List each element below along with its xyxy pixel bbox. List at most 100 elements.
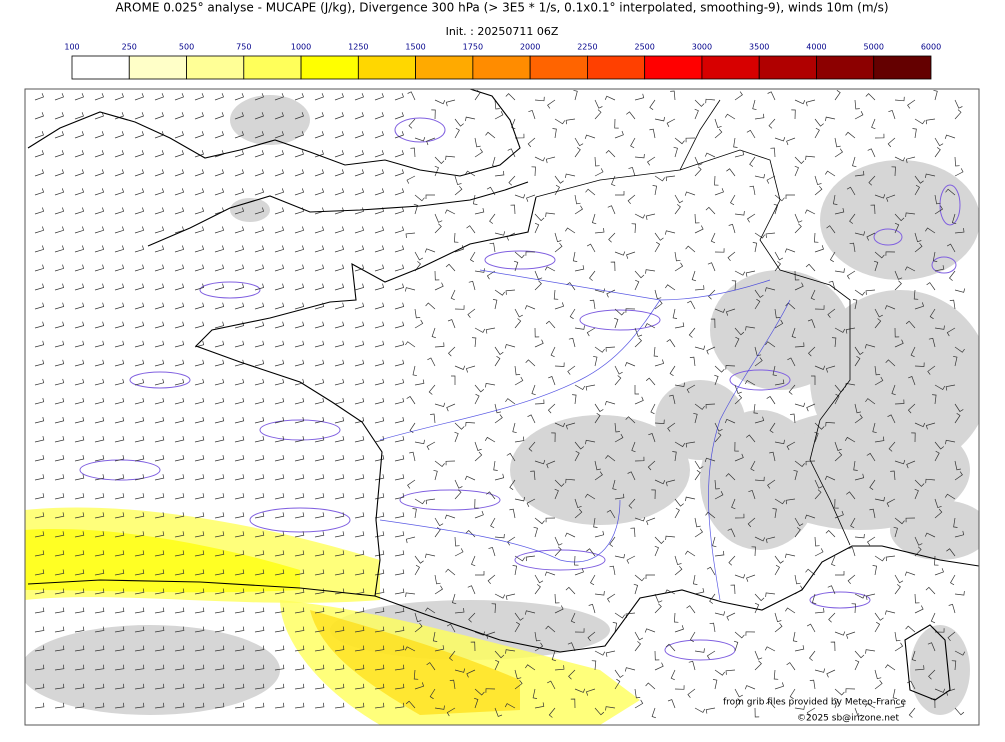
wind-barb bbox=[314, 664, 325, 671]
wind-barb bbox=[525, 664, 536, 671]
wind-barb bbox=[550, 346, 556, 358]
wind-barb bbox=[434, 156, 445, 164]
wind-barb bbox=[194, 264, 205, 272]
wind-barb bbox=[334, 436, 345, 443]
wind-barb bbox=[685, 550, 696, 557]
wind-barb bbox=[294, 340, 305, 348]
wind-barb bbox=[334, 264, 345, 272]
wind-barb bbox=[534, 213, 545, 222]
wind-barb bbox=[754, 174, 766, 179]
wind-barb bbox=[674, 612, 679, 623]
wind-barb bbox=[572, 251, 578, 262]
wind-barb bbox=[134, 474, 145, 481]
wind-barb bbox=[74, 436, 85, 443]
wind-barb bbox=[594, 228, 605, 234]
wind-barb bbox=[494, 99, 500, 110]
wind-barb bbox=[585, 384, 596, 391]
wind-barb bbox=[274, 302, 285, 310]
wind-barb bbox=[685, 496, 696, 502]
wind-barb bbox=[551, 432, 556, 443]
wind-barb bbox=[294, 474, 305, 481]
wind-barb bbox=[874, 251, 885, 259]
wind-barb bbox=[374, 397, 385, 405]
wind-barb bbox=[334, 683, 345, 690]
wind-barb bbox=[374, 359, 385, 367]
wind-barb bbox=[34, 416, 45, 424]
wind-barb bbox=[54, 340, 65, 348]
wind-barb bbox=[594, 346, 605, 353]
wind-barb bbox=[534, 631, 541, 642]
wind-barb bbox=[513, 260, 519, 272]
wind-barb bbox=[470, 641, 476, 652]
wind-barb bbox=[54, 93, 64, 101]
wind-barb bbox=[430, 413, 436, 424]
wind-barb bbox=[407, 91, 416, 101]
colorbar-label: 1250 bbox=[348, 43, 368, 52]
wind-barb bbox=[845, 327, 856, 334]
wind-barb bbox=[934, 498, 942, 509]
wind-barb bbox=[114, 245, 125, 253]
wind-barb bbox=[706, 650, 716, 660]
wind-barb bbox=[154, 188, 165, 196]
wind-barb bbox=[394, 474, 405, 481]
wind-barb bbox=[934, 384, 946, 390]
wind-barb bbox=[94, 569, 105, 576]
wind-barb bbox=[714, 308, 726, 313]
wind-barb bbox=[584, 134, 596, 140]
wind-barb bbox=[394, 588, 405, 595]
wind-barb bbox=[274, 207, 285, 215]
wind-barb bbox=[314, 169, 324, 177]
wind-barb bbox=[874, 376, 884, 386]
wind-barb bbox=[354, 283, 365, 291]
wind-barb bbox=[814, 365, 826, 370]
wind-barb bbox=[414, 136, 426, 142]
wind-barb bbox=[726, 168, 736, 177]
wind-barb bbox=[494, 414, 503, 424]
wind-barb bbox=[334, 531, 345, 538]
wind-barb bbox=[805, 263, 816, 272]
wind-barb bbox=[794, 342, 805, 348]
wind-barb bbox=[665, 479, 676, 487]
wind-barb bbox=[414, 439, 425, 445]
wind-barb bbox=[489, 242, 496, 253]
wind-barb bbox=[806, 623, 816, 633]
wind-barb bbox=[934, 688, 946, 693]
wind-barb bbox=[74, 588, 85, 595]
wind-barb bbox=[934, 441, 945, 450]
wind-barb bbox=[274, 340, 285, 348]
wind-barb bbox=[114, 359, 125, 367]
wind-barb bbox=[427, 357, 436, 367]
wind-barb bbox=[334, 550, 345, 557]
wind-barb bbox=[708, 289, 716, 300]
wind-barb bbox=[214, 264, 225, 272]
wind-barb bbox=[908, 376, 916, 386]
wind-barb bbox=[734, 270, 746, 276]
wind-barb bbox=[805, 99, 816, 107]
wind-barb bbox=[134, 112, 144, 120]
wind-barb bbox=[628, 166, 636, 177]
wind-barb bbox=[354, 169, 364, 177]
wind-barb bbox=[834, 393, 840, 405]
wind-barb bbox=[954, 471, 963, 481]
wind-barb bbox=[594, 99, 603, 109]
wind-barb bbox=[954, 168, 964, 177]
wind-barb bbox=[354, 569, 365, 576]
colorbar-bin bbox=[816, 55, 875, 80]
source-credit: from grib files provided by Meteo-France bbox=[723, 698, 906, 708]
wind-barb bbox=[634, 456, 645, 462]
wind-barb bbox=[374, 645, 385, 652]
wind-barb bbox=[814, 118, 824, 127]
wind-barb bbox=[468, 280, 476, 291]
wind-barb bbox=[34, 455, 45, 462]
wind-barb bbox=[394, 416, 405, 424]
wind-barb bbox=[34, 683, 45, 690]
wind-barb bbox=[894, 517, 905, 525]
wind-barb bbox=[194, 550, 205, 557]
wind-barb bbox=[754, 476, 765, 482]
wind-barb bbox=[314, 378, 325, 386]
wind-barb bbox=[566, 282, 576, 291]
wind-barb bbox=[865, 593, 876, 600]
wind-barb bbox=[429, 688, 436, 700]
wind-barb bbox=[474, 688, 485, 696]
wind-barb bbox=[748, 489, 756, 500]
